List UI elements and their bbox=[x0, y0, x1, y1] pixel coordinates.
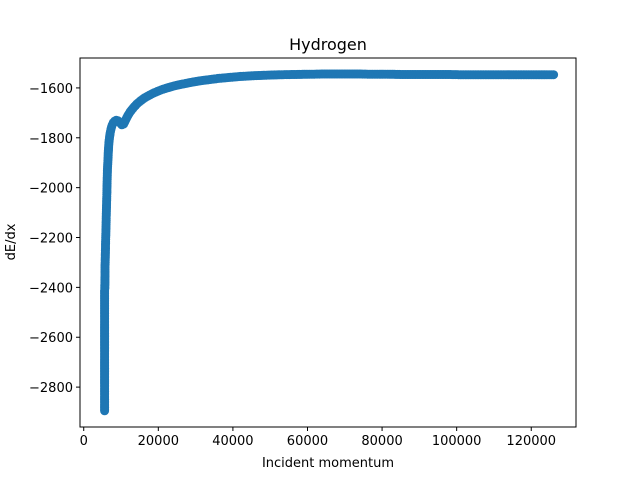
x-tick-label: 40000 bbox=[212, 434, 253, 449]
x-tick-label: 20000 bbox=[138, 434, 179, 449]
x-tick-label: 0 bbox=[80, 434, 88, 449]
y-axis-label: dE/dx bbox=[4, 223, 19, 260]
y-axis: −2800 −2600 −2400 −2200 −2000 −1800 −1600 bbox=[29, 82, 80, 396]
y-tick-label: −1600 bbox=[29, 82, 73, 97]
y-tick-label: −1800 bbox=[29, 132, 73, 147]
plot-frame bbox=[79, 57, 577, 428]
x-tick-label: 80000 bbox=[361, 434, 402, 449]
x-tick-label: 60000 bbox=[287, 434, 328, 449]
y-tick-label: −2200 bbox=[29, 232, 73, 247]
data-point bbox=[549, 70, 559, 80]
x-axis-label: Incident momentum bbox=[262, 456, 394, 471]
y-tick-label: −2000 bbox=[29, 182, 73, 197]
data-points bbox=[100, 69, 559, 416]
y-tick-label: −2600 bbox=[29, 331, 73, 346]
y-tick-label: −2800 bbox=[29, 381, 73, 396]
x-axis: 0 20000 40000 60000 80000 100000 120000 bbox=[80, 427, 556, 449]
x-tick-label: 100000 bbox=[432, 434, 482, 449]
x-tick-label: 120000 bbox=[506, 434, 556, 449]
chart-title: Hydrogen bbox=[289, 35, 367, 54]
y-tick-label: −2400 bbox=[29, 281, 73, 296]
